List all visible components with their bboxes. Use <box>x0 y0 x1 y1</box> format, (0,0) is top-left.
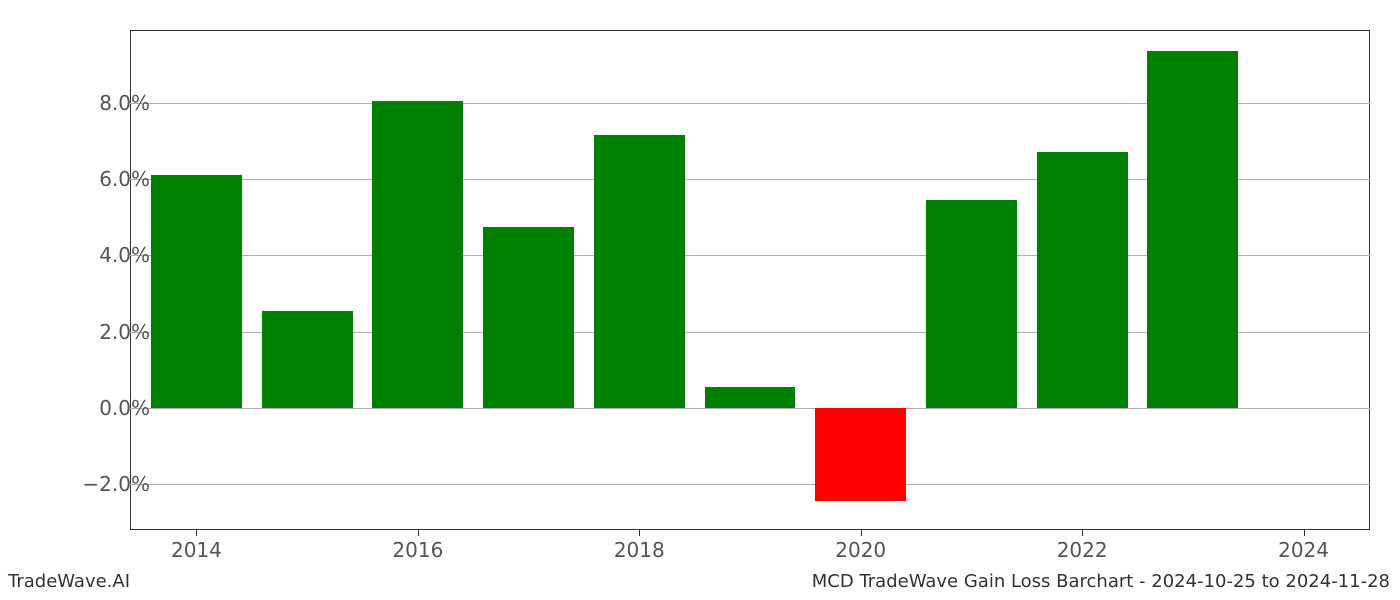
gridline <box>130 484 1370 485</box>
x-tick-label: 2022 <box>1057 538 1108 562</box>
y-tick-label: 4.0% <box>99 243 150 267</box>
bar-2018 <box>594 135 685 408</box>
x-tick-mark <box>639 530 640 536</box>
x-tick-mark <box>1082 530 1083 536</box>
footer-caption: MCD TradeWave Gain Loss Barchart - 2024-… <box>812 571 1390 592</box>
y-tick-label: 8.0% <box>99 91 150 115</box>
bar-2015 <box>262 311 353 408</box>
y-tick-label: −2.0% <box>82 472 150 496</box>
x-tick-label: 2024 <box>1278 538 1329 562</box>
gridline <box>130 408 1370 409</box>
bar-2023 <box>1147 51 1238 408</box>
x-tick-label: 2020 <box>835 538 886 562</box>
bar-2014 <box>151 175 242 408</box>
x-tick-mark <box>196 530 197 536</box>
bar-2022 <box>1037 152 1128 408</box>
x-tick-label: 2016 <box>392 538 443 562</box>
x-tick-label: 2014 <box>171 538 222 562</box>
y-tick-label: 0.0% <box>99 396 150 420</box>
chart-plot-area <box>130 30 1370 530</box>
bar-2019 <box>705 387 796 408</box>
bar-2020 <box>815 408 906 502</box>
bar-2016 <box>372 101 463 408</box>
y-tick-label: 2.0% <box>99 320 150 344</box>
x-tick-label: 2018 <box>614 538 665 562</box>
x-tick-mark <box>1304 530 1305 536</box>
bar-2017 <box>483 227 574 408</box>
bar-2021 <box>926 200 1017 408</box>
x-tick-mark <box>861 530 862 536</box>
y-tick-label: 6.0% <box>99 167 150 191</box>
footer-brand: TradeWave.AI <box>8 571 130 592</box>
x-tick-mark <box>418 530 419 536</box>
